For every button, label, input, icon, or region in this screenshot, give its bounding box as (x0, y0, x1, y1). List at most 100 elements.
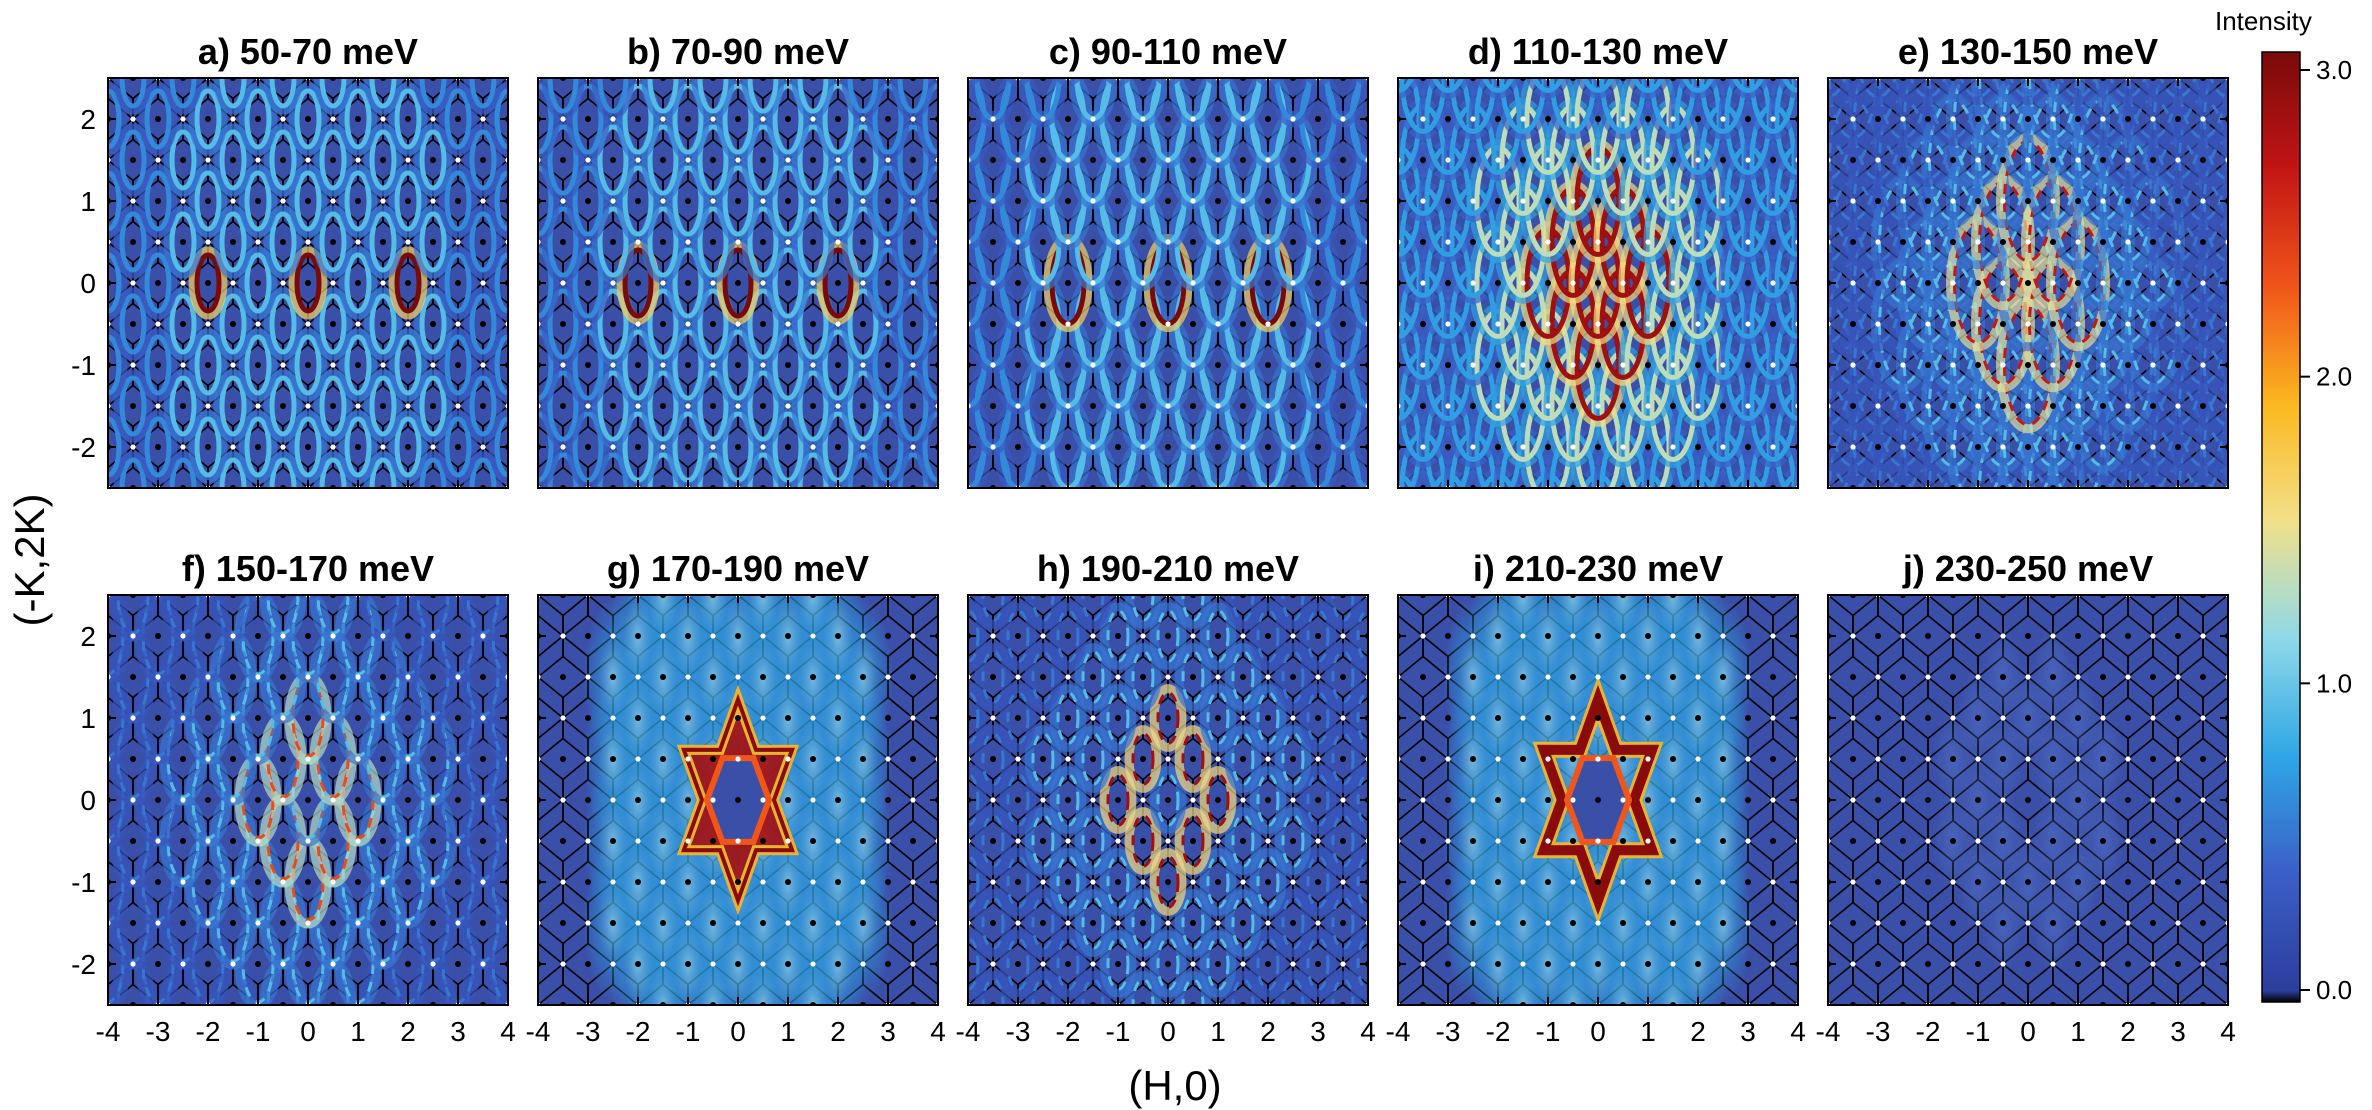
m-point (1190, 198, 1195, 203)
y-tick-label: -2 (71, 432, 96, 463)
m-point (1695, 321, 1700, 326)
gamma-point (940, 485, 946, 491)
ring-halo (143, 5, 173, 69)
gamma-point (1165, 444, 1171, 450)
ring-feature (22, 378, 44, 434)
m-point (30, 34, 35, 39)
gamma-point (1140, 239, 1146, 245)
ring-halo (143, 497, 173, 561)
ring-halo (168, 0, 198, 28)
gamma-point (1090, 321, 1096, 327)
gamma-point (1190, 157, 1196, 163)
m-point (2075, 239, 2080, 244)
gamma-point (1290, 157, 1296, 163)
ring-feature (522, 0, 544, 24)
m-point (1695, 239, 1700, 244)
gamma-point (1820, 157, 1826, 163)
ring-halo (18, 292, 48, 356)
gamma-point (1190, 239, 1196, 245)
zone-hexagon (438, 0, 488, 37)
gamma-point (1775, 526, 1781, 532)
gamma-point (1395, 34, 1401, 40)
zone-hexagon (8, 201, 58, 283)
ring-halo (0, 87, 23, 151)
gamma-point (935, 526, 941, 532)
m-point (1570, 280, 1575, 285)
ring-feature (1830, 0, 1877, 56)
m-point (1390, 198, 1395, 203)
m-point (1395, 567, 1400, 572)
m-point (1015, 239, 1020, 244)
ring-feature (2305, 387, 2352, 506)
ring-feature (72, 132, 94, 188)
gamma-point (710, 321, 716, 327)
m-point (1370, 362, 1375, 367)
gamma-point (1265, 198, 1271, 204)
m-point (530, 198, 535, 203)
gamma-point (1295, 34, 1301, 40)
m-point (1320, 526, 1325, 531)
m-point (2150, 280, 2155, 285)
gamma-point (1895, 526, 1901, 532)
zone-hexagon (33, 242, 83, 324)
m-point (1950, 280, 1955, 285)
gamma-point (835, 116, 841, 122)
m-point (1720, 280, 1725, 285)
m-point (2100, 362, 2105, 367)
m-point (1315, 321, 1320, 326)
gamma-point (1595, 116, 1601, 122)
gamma-point (1520, 403, 1526, 409)
m-point (1800, 444, 1805, 449)
gamma-point (1820, 239, 1826, 245)
m-point (1745, 567, 1750, 572)
zone-hexagon (1853, 488, 1903, 570)
m-point (585, 403, 590, 408)
m-point (1390, 444, 1395, 449)
m-point (530, 116, 535, 121)
gamma-point (455, 116, 461, 122)
zone-hexagon (108, 0, 158, 37)
m-point (2075, 321, 2080, 326)
m-point (1770, 34, 1775, 39)
m-point (1975, 239, 1980, 244)
m-point (480, 362, 485, 367)
gamma-point (1850, 567, 1856, 573)
gamma-point (910, 321, 916, 327)
m-point (1850, 198, 1855, 203)
zone-hexagon (913, 0, 963, 78)
gamma-point (1925, 198, 1931, 204)
gamma-point (530, 239, 536, 245)
m-point (1950, 198, 1955, 203)
ring-halo (521, 492, 555, 566)
gamma-point (2050, 403, 2056, 409)
zone-hexagon (963, 0, 1013, 78)
m-point (1420, 362, 1425, 367)
m-point (1820, 116, 1825, 121)
m-point (1875, 567, 1880, 572)
zone-hexagon (1798, 0, 1848, 37)
m-point (2025, 239, 2030, 244)
m-point (1875, 403, 1880, 408)
gamma-point (55, 198, 61, 204)
m-point (1190, 444, 1195, 449)
m-point (1115, 403, 1120, 408)
zone-hexagon (0, 324, 33, 406)
ring-feature (1377, 0, 1409, 37)
ring-halo (468, 0, 498, 28)
m-point (1490, 526, 1495, 531)
m-point (1370, 198, 1375, 203)
ring-feature (1780, 0, 1827, 56)
m-point (685, 157, 690, 162)
gamma-point (2300, 567, 2306, 573)
m-point (1165, 239, 1170, 244)
m-point (910, 34, 915, 39)
m-point (2175, 239, 2180, 244)
m-point (1340, 362, 1345, 367)
m-point (610, 116, 615, 121)
ring-halo (1348, 0, 1388, 82)
ring-feature (22, 296, 44, 352)
m-point (1315, 403, 1320, 408)
gamma-point (1065, 198, 1071, 204)
m-point (635, 321, 640, 326)
gamma-point (130, 567, 136, 573)
